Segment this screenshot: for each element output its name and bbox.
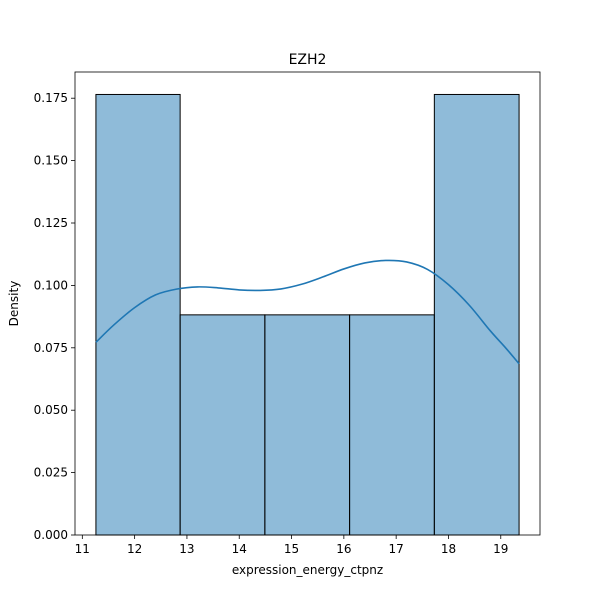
histogram-bar-1 [95,93,181,536]
x-tick-label: 17 [389,542,404,556]
histogram-bar-4 [349,314,435,536]
x-tick-label: 18 [441,542,456,556]
x-tick-label: 19 [493,542,508,556]
x-tick-label: 13 [179,542,194,556]
histogram-bar-2 [179,314,266,536]
y-tick-label: 0.075 [34,341,68,355]
x-tick-label: 14 [232,542,247,556]
y-tick-label: 0.125 [34,216,68,230]
histogram-bars [95,93,520,536]
y-tick-label: 0.050 [34,403,68,417]
kde-curve [95,259,520,365]
x-tick-label: 12 [127,542,142,556]
y-tick-label: 0.100 [34,278,68,292]
x-axis-ticks: 11 12 13 14 15 16 17 18 19 [75,535,508,556]
chart-title: EZH2 [289,52,327,68]
x-tick-label: 16 [336,542,351,556]
y-tick-label: 0.025 [34,466,68,480]
y-axis-label: Density [7,281,21,327]
x-tick-label: 11 [75,542,90,556]
x-axis-label: expression_energy_ctpnz [232,563,383,577]
x-tick-label: 15 [284,542,299,556]
y-tick-label: 0.175 [34,91,68,105]
y-tick-label: 0.000 [34,528,68,542]
plot-frame [74,71,541,536]
y-axis-ticks: 0.000 0.025 0.050 0.075 0.100 0.125 0.150 0.175 [34,91,75,542]
y-tick-label: 0.150 [34,154,68,168]
histogram-bar-3 [264,314,351,536]
